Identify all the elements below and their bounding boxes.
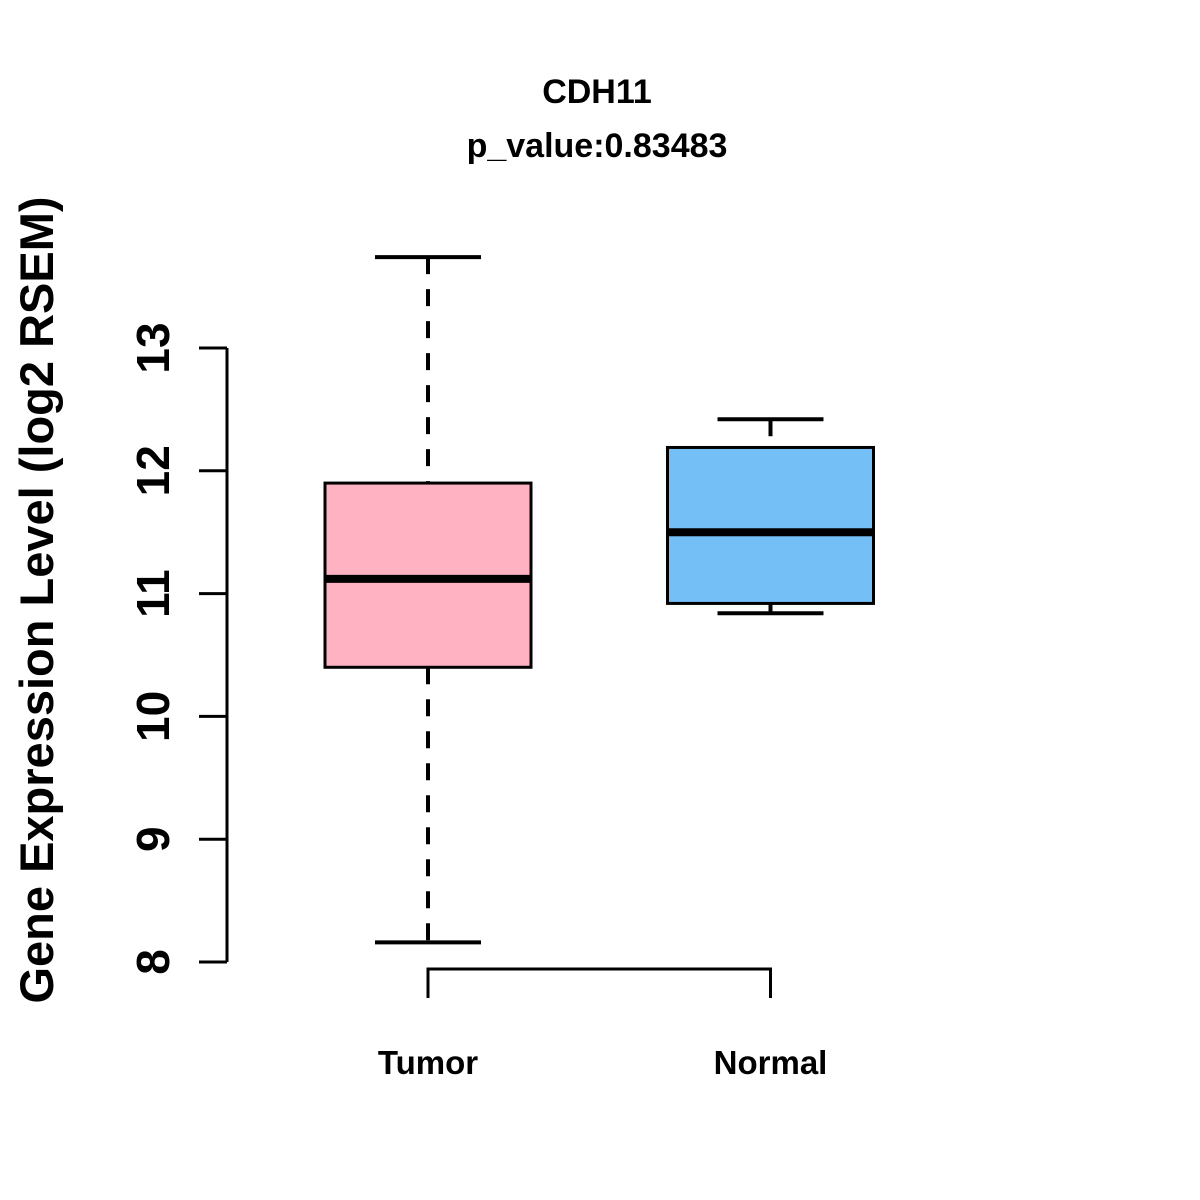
box-normal <box>666 445 875 605</box>
x-axis-label-normal: Normal <box>714 1044 828 1081</box>
x-axis-bracket <box>426 967 772 998</box>
x-axis-label-tumor: Tumor <box>378 1044 478 1081</box>
y-axis-tick-label: 13 <box>127 322 179 373</box>
y-axis: 8 9 10 11 12 13 <box>127 322 229 975</box>
y-axis-tick-label: 12 <box>127 445 179 496</box>
y-axis-tick-label: 8 <box>127 949 179 975</box>
boxes <box>323 255 875 945</box>
x-axis: Tumor Normal <box>378 967 828 1081</box>
plot-title: CDH11 <box>542 73 652 111</box>
plot-subtitle: p_value:0.83483 <box>467 127 728 165</box>
y-axis-tick-label: 10 <box>127 691 179 742</box>
y-axis-tick-label: 11 <box>127 569 179 618</box>
y-axis-tick-label: 9 <box>127 826 179 852</box>
y-axis-label: Gene Expression Level (log2 RSEM) <box>10 196 63 1003</box>
